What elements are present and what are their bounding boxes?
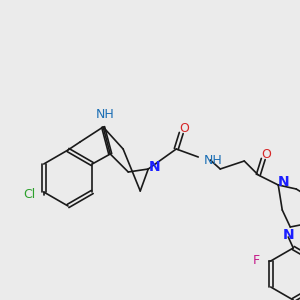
Text: O: O [179,122,189,134]
Text: O: O [261,148,271,160]
Text: N: N [278,175,289,189]
Text: N: N [282,228,294,242]
Text: NH: NH [204,154,223,166]
Text: Cl: Cl [23,188,36,202]
Text: F: F [253,254,260,268]
Text: N: N [148,160,160,174]
Text: NH: NH [96,109,115,122]
